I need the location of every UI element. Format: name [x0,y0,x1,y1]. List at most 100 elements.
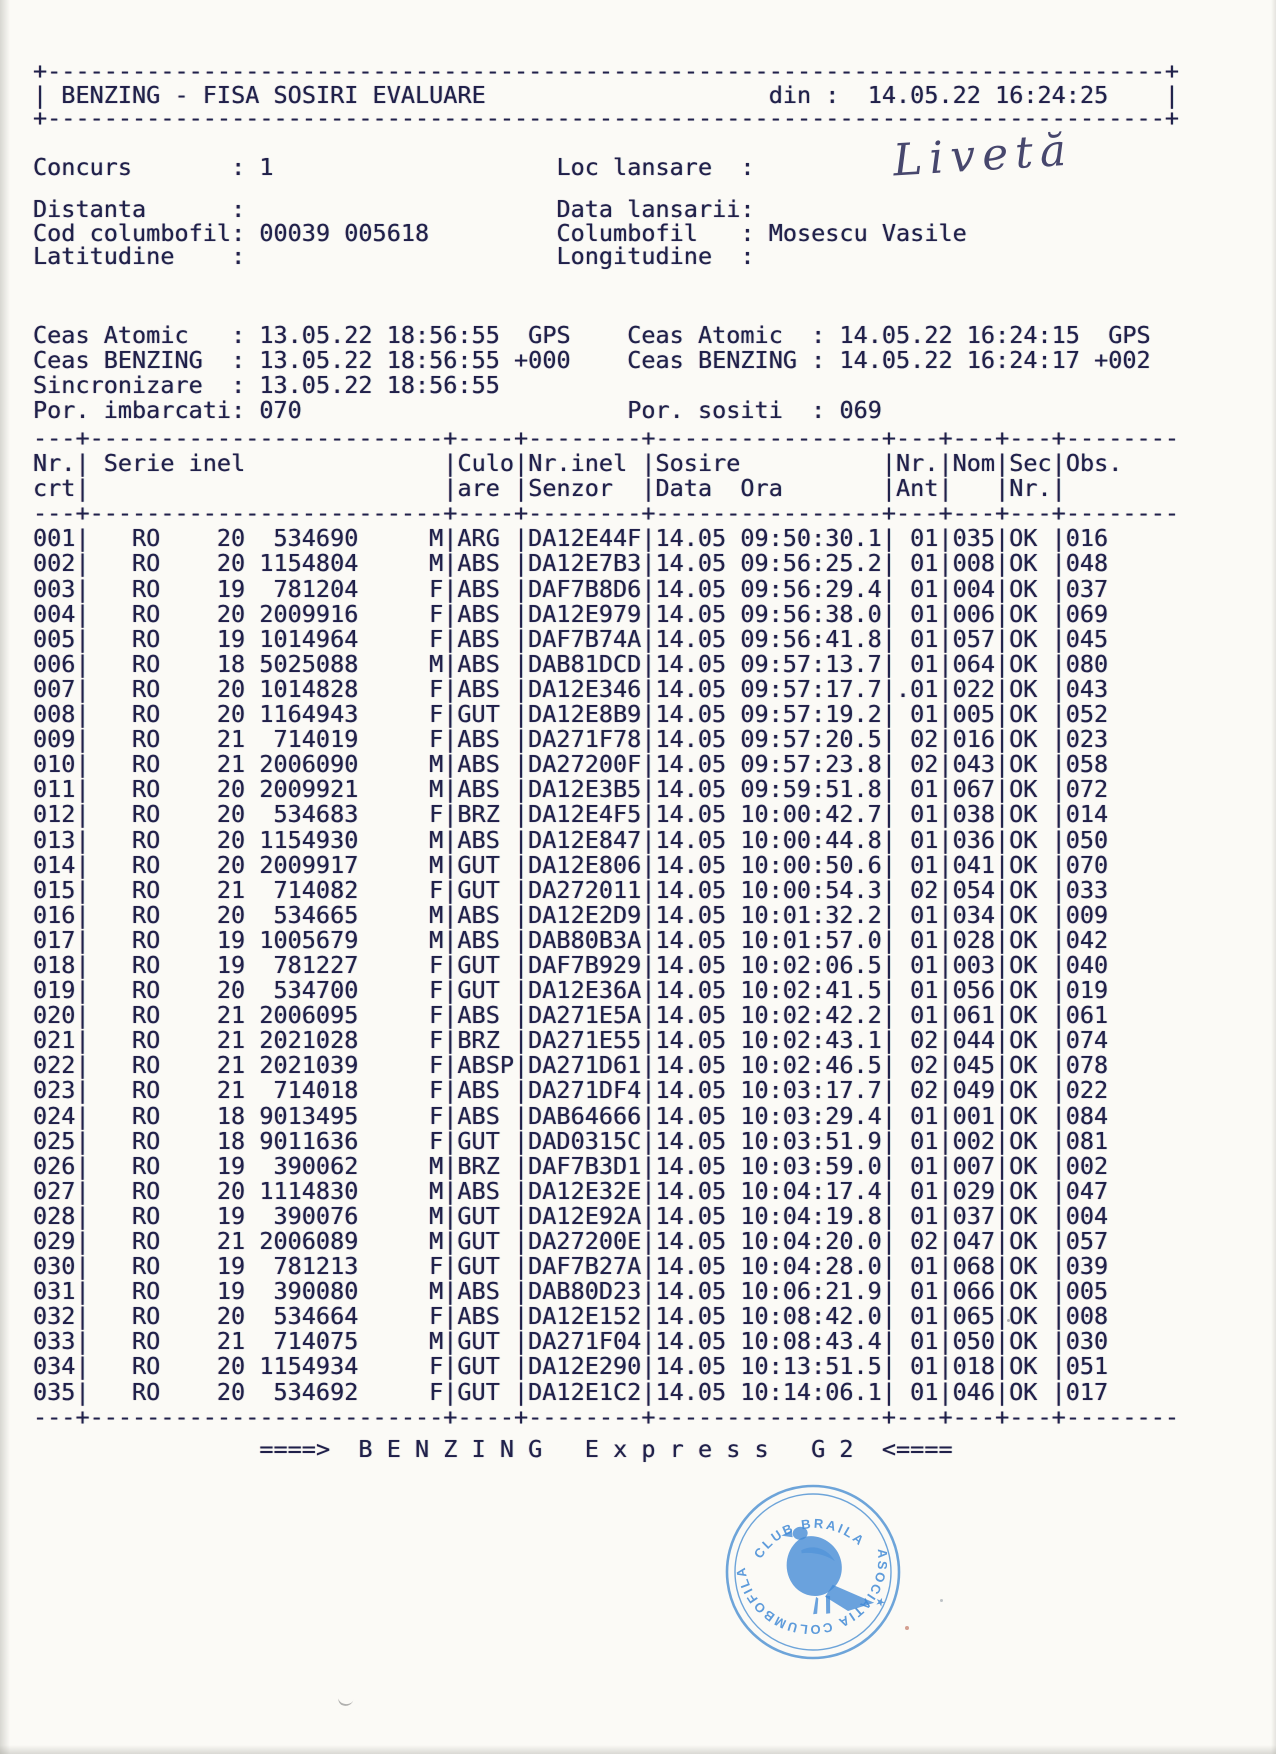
row-obs: 004 [1065,1201,1109,1230]
row-arrival-time: 10:02:43.1 [740,1026,882,1055]
loc-lansare-label: Loc lansare [556,153,713,181]
row-arrival-time: 09:57:13.7 [740,649,882,678]
row-country: RO [132,574,161,603]
row-sex: M [429,1277,444,1306]
row-antenna: 02 [910,1076,939,1105]
row-sec: OK [1009,775,1038,804]
row-sex: M [429,1176,444,1205]
row-nominalizat: 050 [952,1327,996,1356]
row-nominalizat: 036 [952,825,996,854]
row-arrival-date: 14.05 [655,624,727,653]
row-sex: F [429,1051,444,1080]
stamp-outer-circle [725,1484,901,1660]
row-nr: 033 [33,1327,76,1356]
row-country: RO [132,599,161,628]
sincronizare-value: 13.05.22 18:56:55 [259,371,500,399]
row-obs: 016 [1065,524,1109,553]
col-header-obs: Obs. [1065,449,1123,478]
row-arrival-date: 14.05 [655,800,727,829]
row-sec: OK [1009,750,1038,779]
row-sensor: DAB80D23 [528,1277,642,1306]
row-antenna: 01 [910,1126,939,1155]
row-obs: 005 [1065,1277,1109,1306]
row-antenna: 01 [910,1302,939,1331]
row-country: RO [132,976,161,1005]
row-nr: 023 [33,1076,76,1105]
row-sex: F [429,674,444,703]
row-year: 19 [216,1252,246,1281]
row-arrival-date: 14.05 [655,725,727,754]
row-year: 20 [216,825,246,854]
row-sensor: DA271DF4 [528,1076,642,1105]
row-sec: OK [1009,1377,1038,1406]
table-row: 030| RO 19 781213 F|GUT |DAF7B27A|14.05 10:04:… [33,1252,1179,1281]
row-nominalizat: 043 [952,750,996,779]
row-antenna: 01 [910,1001,939,1030]
table-row: 015| RO 21 714082 F|GUT |DA272011|14.05 10:00:… [33,875,1179,904]
row-color: GUT [457,1352,500,1381]
row-sensor: DAF7B3D1 [528,1151,642,1180]
row-antenna: 01 [910,976,939,1005]
row-arrival-date: 14.05 [655,1201,727,1230]
row-obs: 061 [1065,1001,1109,1030]
row-year: 18 [216,1101,246,1130]
table-row: 019| RO 20 534700 F|GUT |DA12E36A|14.05 10:02:… [33,976,1179,1005]
row-arrival-date: 14.05 [655,649,727,678]
row-ring-number: 2021028 [259,1026,359,1055]
table-row: 031| RO 19 390080 M|ABS |DAB80D23|14.05 10:06:… [33,1279,1179,1304]
col-header-sosire: Sosire [655,449,741,478]
row-sec: OK [1009,1302,1038,1331]
row-year: 21 [216,725,246,754]
row-ring-number: 1014964 [259,624,359,653]
ceas-atomic-left-value: 13.05.22 18:56:55 GPS [259,321,571,349]
row-antenna: 01 [910,1377,939,1406]
table-row: 001| RO 20 534690 M|ARG |DA12E44F|14.05 09:50:… [33,526,1179,551]
row-nr: 011 [33,775,76,804]
row-antenna: 01 [910,574,939,603]
row-sex: M [429,1151,444,1180]
row-sec: OK [1009,950,1038,979]
row-color: GUT [457,976,500,1005]
table-row: 027| RO 20 1114830 M|ABS |DA12E32E|14.05 10:04… [33,1176,1179,1205]
row-sec: OK [1009,875,1038,904]
row-obs: 057 [1065,1227,1109,1255]
row-sec: OK [1009,825,1038,854]
row-sensor: DA12E2D9 [528,900,642,929]
table-row: 032| RO 20 534664 F|ABS |DA12E152|14.05 10:08:… [33,1304,1179,1329]
row-sex: F [429,599,444,628]
table-header-row-1: Nr.| Serie inel |Culo|Nr.inel |Sosire |Nr.|N… [33,449,1179,478]
ceas-atomic-left-label: Ceas Atomic [33,321,189,349]
row-year: 20 [216,599,246,628]
row-nominalizat: 065 [952,1302,996,1331]
col-header-sec: Sec [1009,449,1052,478]
row-nominalizat: 049 [952,1076,996,1105]
row-nominalizat: 029 [952,1176,996,1205]
row-arrival-time: 10:00:42.7 [740,800,882,829]
scan-edge-shadow-left [0,0,10,1754]
row-sex: F [429,1101,444,1130]
row-sec: OK [1009,1151,1038,1180]
row-antenna: 01 [910,599,939,628]
row-sensor: DA12E152 [528,1302,642,1331]
row-sex: M [429,549,444,578]
row-nr: 019 [33,976,76,1005]
print-date: din : 14.05.22 16:24:25 [769,83,1109,108]
row-nr: 027 [33,1176,76,1205]
row-nr: 017 [33,925,76,954]
row-arrival-date: 14.05 [655,599,727,628]
row-nr: 002 [33,549,76,578]
table-row: 013| RO 20 1154930 M|ABS |DA12E847|14.05 10:00… [33,825,1179,854]
row-antenna: 01 [910,1176,939,1205]
row-color: ABS [457,1001,500,1030]
table-row: 022| RO 21 2021039 F|ABSP|DA271D61|14.05 10:0… [33,1053,1179,1078]
table-row: 016| RO 20 534665 M|ABS |DA12E2D9|14.05 10:01:… [33,900,1179,929]
row-year: 20 [216,976,246,1005]
row-nr: 010 [33,750,76,779]
box-border-top: +---------------------------------------… [33,57,1180,85]
row-arrival-date: 14.05 [655,875,727,904]
row-obs: 019 [1065,976,1109,1005]
row-nr: 020 [33,1001,76,1030]
row-antenna: 01 [910,700,939,729]
row-sensor: DA12E346 [528,674,642,703]
row-antenna: 02 [910,875,939,904]
